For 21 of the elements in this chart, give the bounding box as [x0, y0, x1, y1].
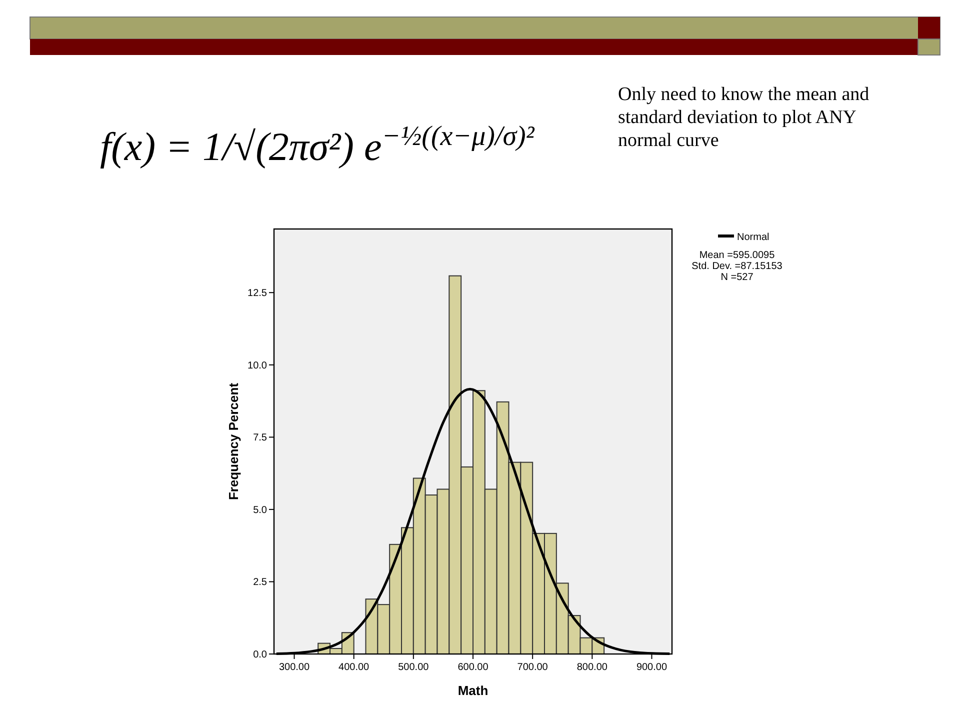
- x-tick-label: 800.00: [576, 662, 608, 673]
- x-tick-label: 500.00: [398, 662, 430, 673]
- text: N =527: [720, 272, 754, 283]
- y-axis-title: Frequency Percent: [226, 382, 241, 500]
- text: Std. Dev. =87.15153: [692, 261, 783, 272]
- legend-label: Normal: [737, 232, 770, 243]
- y-tick-label: 7.5: [253, 432, 268, 444]
- x-tick-label: 600.00: [458, 662, 489, 673]
- x-tick-label: 300.00: [278, 662, 310, 673]
- y-tick-label: 12.5: [248, 288, 268, 300]
- x-tick-label: 700.00: [517, 662, 548, 673]
- x-tick-label: 900.00: [636, 662, 668, 673]
- y-tick-label: 0.0: [253, 650, 268, 660]
- text: Mean =595.0095: [699, 250, 776, 261]
- x-axis-title: Math: [458, 683, 488, 698]
- text: Only need to know the mean and standard deviation to plot ANY normal curve: [618, 84, 870, 151]
- y-tick-label: 2.5: [253, 577, 268, 588]
- x-tick-label: 400.00: [338, 662, 370, 673]
- y-tick-label: 10.0: [248, 360, 268, 372]
- text: f(x) = 1/√(2πσ²) e$^{−½((x−μ)/σ)²}$: [100, 120, 535, 169]
- y-tick-label: 5.0: [253, 504, 268, 516]
